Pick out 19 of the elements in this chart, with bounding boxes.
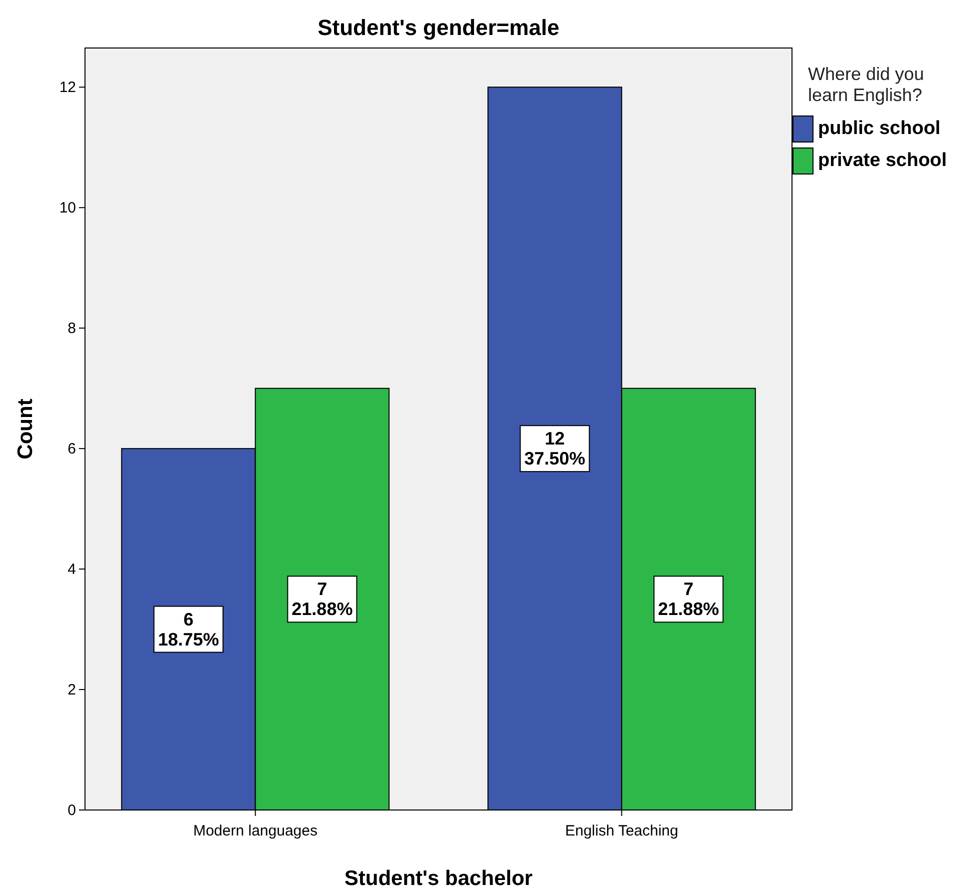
legend-label: private school: [818, 150, 947, 171]
x-tick-label: Modern languages: [193, 822, 318, 840]
data-label: 12 37.50%: [524, 428, 586, 469]
y-tick-label: 2: [68, 681, 76, 698]
y-tick-label: 4: [68, 560, 76, 578]
legend-label: public school: [818, 118, 940, 139]
data-label: 6 18.75%: [158, 609, 220, 650]
data-label: 7 21.88%: [292, 579, 353, 620]
y-tick-label: 0: [68, 802, 76, 819]
y-tick-label: 8: [68, 320, 76, 337]
y-tick-label: 6: [68, 440, 76, 458]
chart-title: Student's gender=male: [318, 15, 560, 40]
data-label: 7 21.88%: [658, 579, 720, 620]
y-tick-label: 12: [59, 78, 76, 96]
y-tick-label: 10: [59, 199, 76, 216]
legend-title: Where did you learn English?: [808, 64, 924, 105]
x-tick-label: English Teaching: [565, 822, 678, 840]
x-axis-title: Student's bachelor: [344, 867, 533, 890]
y-axis-title: Count: [14, 398, 37, 460]
